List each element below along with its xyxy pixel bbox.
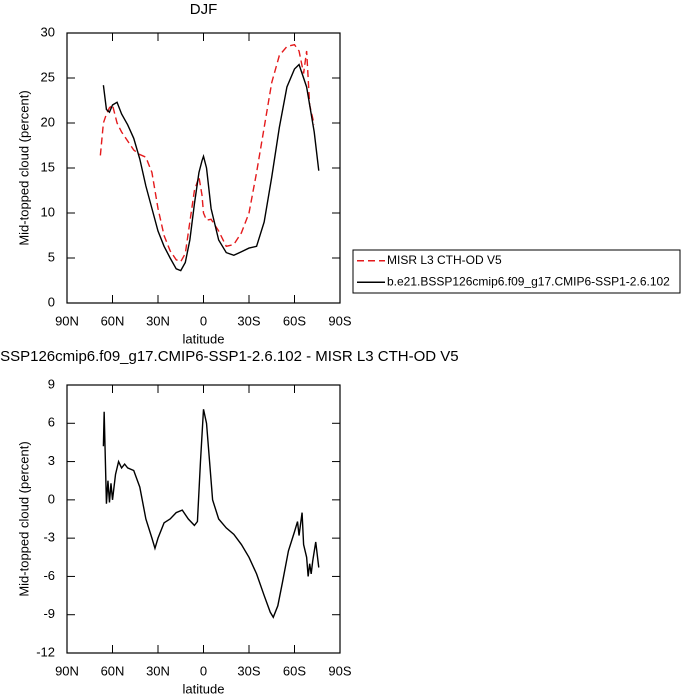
plot-frame	[66, 384, 341, 654]
y-tick-label: -12	[36, 644, 55, 659]
data-line	[99, 43, 315, 263]
y-tick-label: -9	[43, 606, 55, 621]
x-tick-label: 30S	[237, 663, 260, 678]
y-tick-label: -6	[43, 568, 55, 583]
y-tick-label: 3	[48, 453, 55, 468]
chart-title: DJF	[190, 1, 218, 18]
x-tick-label: 0	[200, 663, 207, 678]
x-tick-label: 60N	[101, 663, 125, 678]
x-tick-label: 90S	[328, 313, 351, 328]
panel: b.e21.BSSP126cmip6.f09_g17.CMIP6-SSP1-2.…	[0, 348, 459, 696]
y-tick-label: 15	[41, 159, 55, 174]
y-tick-label: 6	[48, 415, 55, 430]
y-tick-label: 0	[48, 491, 55, 506]
x-tick-label: 0	[200, 313, 207, 328]
panel: DJF Mid-topped cloud (percent) latitude 0 5 1…	[16, 1, 681, 346]
x-tick-label: 30N	[146, 663, 170, 678]
x-tick-label: 90N	[55, 663, 79, 678]
x-tick-label: 90S	[328, 663, 351, 678]
x-tick-label: 90N	[55, 313, 79, 328]
y-tick-label: 25	[41, 69, 55, 84]
data-line	[102, 63, 320, 272]
x-tick-label: 30S	[237, 313, 260, 328]
y-tick-label: 20	[41, 114, 55, 129]
y-tick-label: 5	[48, 249, 55, 264]
x-tick-label: 60S	[283, 313, 306, 328]
x-axis-label: latitude	[183, 681, 225, 696]
y-tick-label: 9	[48, 376, 55, 391]
legend-label: b.e21.BSSP126cmip6.f09_g17.CMIP6-SSP1-2.…	[387, 274, 670, 288]
y-tick-label: 10	[41, 204, 55, 219]
x-axis-label: latitude	[183, 331, 225, 346]
y-tick-label: 30	[41, 24, 55, 39]
x-tick-label: 60N	[101, 313, 125, 328]
y-axis-label: Mid-topped cloud (percent)	[16, 441, 31, 596]
legend-label: MISR L3 CTH-OD V5	[387, 253, 502, 267]
y-axis-label: Mid-topped cloud (percent)	[16, 90, 31, 245]
data-line	[102, 409, 320, 619]
x-tick-label: 30N	[146, 313, 170, 328]
plot-frame	[66, 32, 341, 304]
legend-box	[352, 249, 681, 294]
chart-title: b.e21.BSSP126cmip6.f09_g17.CMIP6-SSP1-2.…	[0, 348, 459, 365]
y-tick-label: 0	[48, 294, 55, 309]
x-tick-label: 60S	[283, 663, 306, 678]
y-tick-label: -3	[43, 530, 55, 545]
